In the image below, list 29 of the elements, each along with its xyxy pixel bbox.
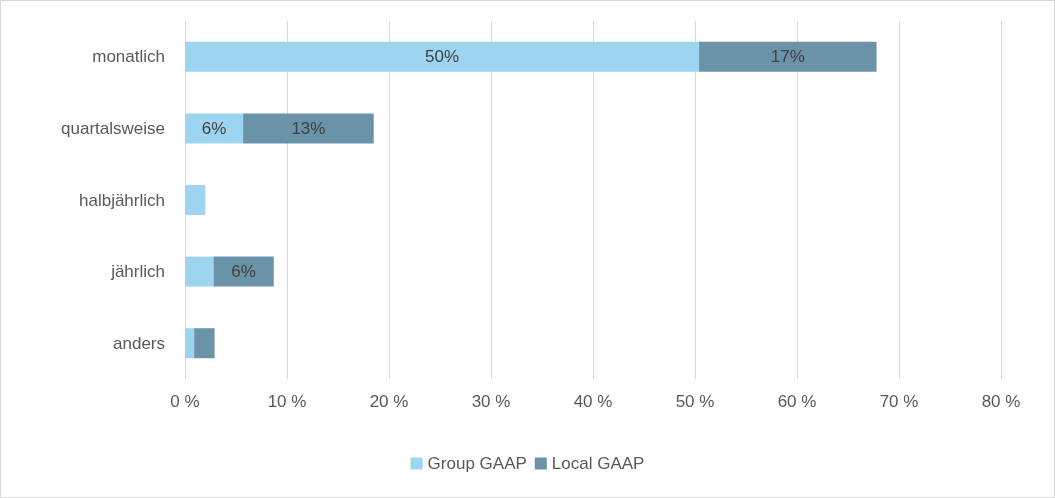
y-tick-label: halbjährlich (79, 190, 165, 210)
x-tick-label: 40 % (573, 392, 613, 411)
bar (699, 41, 877, 72)
y-tick-label: quartalsweise (61, 118, 165, 138)
bar (194, 328, 215, 359)
bar (213, 256, 274, 287)
x-tick-label: 70 % (879, 392, 919, 411)
bar (185, 41, 700, 72)
data-label: 13% (291, 118, 326, 138)
bar (185, 328, 195, 359)
x-tick-label: 10 % (267, 392, 307, 411)
x-tick-label: 30 % (471, 392, 511, 411)
bar (243, 113, 374, 144)
x-tick-label: 60 % (777, 392, 817, 411)
x-tick-label: 50 % (675, 392, 715, 411)
data-label: 50% (425, 47, 460, 67)
bar (185, 185, 206, 215)
x-tick-label: 0 % (170, 392, 200, 411)
data-label: 6% (201, 118, 227, 138)
data-label: 6% (231, 262, 256, 282)
bar (185, 256, 214, 287)
data-label: 17% (770, 47, 805, 67)
x-tick-label: 20 % (369, 392, 409, 411)
y-tick-label: jährlich (110, 262, 165, 282)
y-tick-label: anders (113, 333, 165, 353)
legend-label: Group GAAP (427, 454, 527, 473)
y-tick-label: monatlich (92, 47, 165, 67)
legend-label: Local GAAP (551, 454, 645, 473)
x-tick-label: 80 % (981, 392, 1021, 411)
